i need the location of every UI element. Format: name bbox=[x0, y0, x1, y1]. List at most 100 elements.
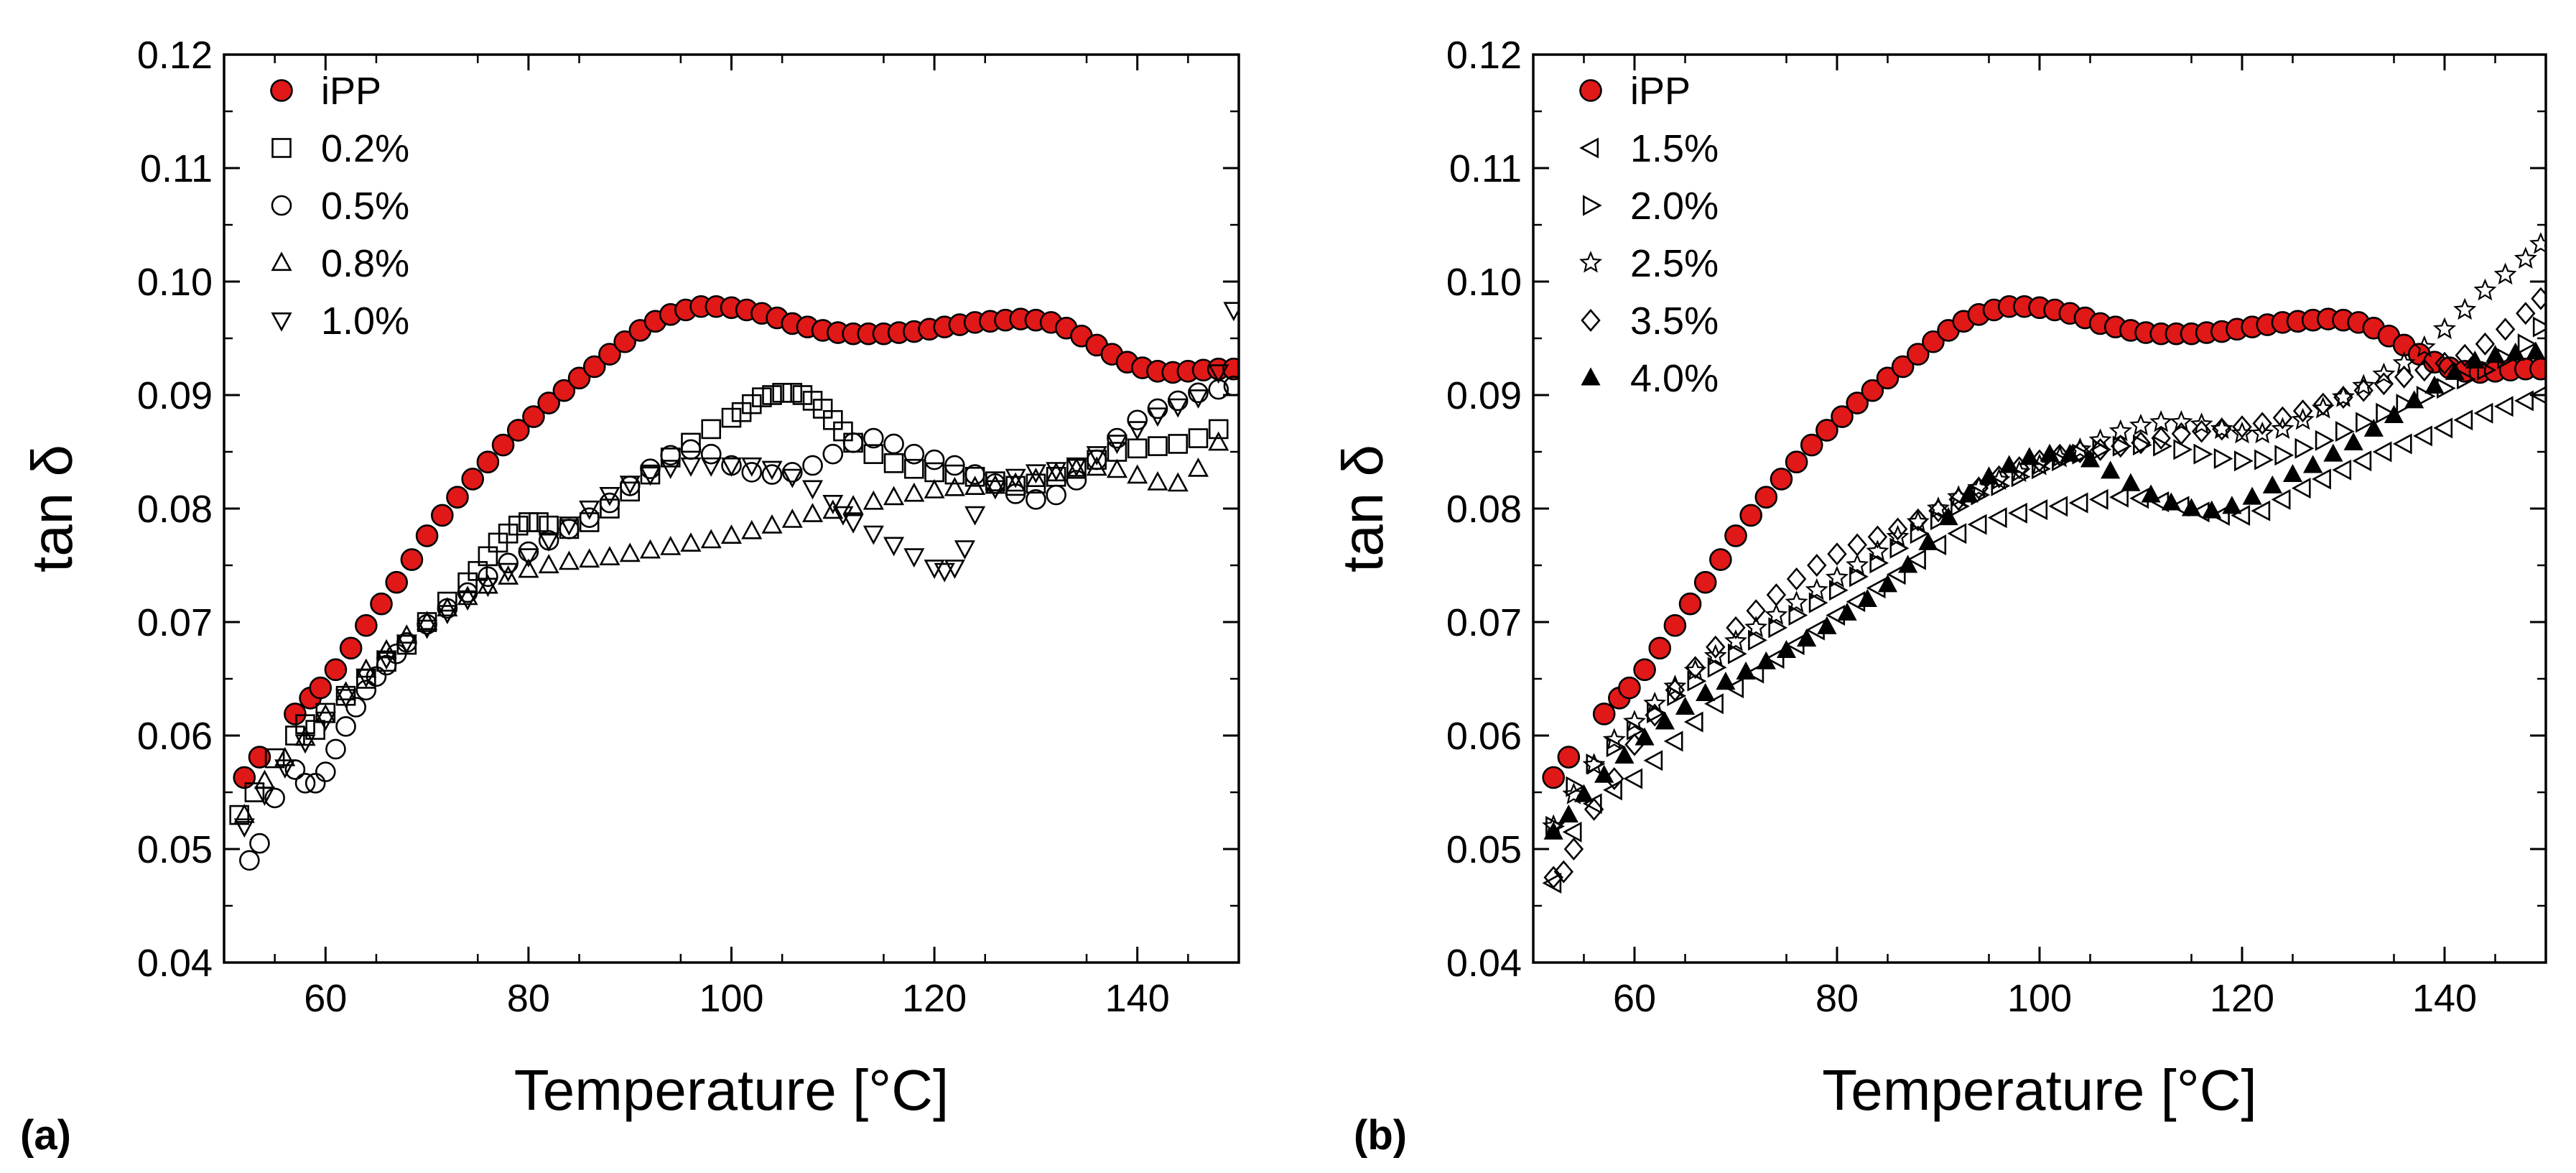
data-point bbox=[2210, 504, 2230, 526]
data-point bbox=[1187, 457, 1209, 477]
data-point bbox=[582, 355, 606, 379]
data-point bbox=[2254, 449, 2274, 470]
data-point bbox=[2352, 450, 2372, 472]
data-point bbox=[518, 558, 539, 578]
data-point bbox=[476, 450, 500, 474]
data-point bbox=[2068, 492, 2088, 514]
data-point bbox=[2363, 418, 2384, 437]
data-point bbox=[339, 636, 363, 660]
data-point bbox=[355, 613, 378, 637]
y-tick-label: 0.08 bbox=[137, 488, 213, 531]
data-point bbox=[2312, 468, 2331, 490]
data-point bbox=[2232, 415, 2252, 439]
data-point bbox=[294, 734, 316, 754]
data-point bbox=[1603, 779, 1622, 801]
data-point bbox=[2495, 317, 2516, 341]
data-point bbox=[619, 476, 641, 495]
data-point bbox=[752, 387, 772, 407]
data-point bbox=[233, 803, 255, 823]
data-point bbox=[2011, 466, 2031, 488]
data-point bbox=[2088, 428, 2112, 450]
data-point bbox=[1558, 805, 1578, 823]
data-point bbox=[2272, 406, 2293, 430]
data-point bbox=[1876, 366, 1900, 390]
series-iPP bbox=[1542, 295, 2546, 789]
data-point bbox=[2372, 362, 2396, 385]
data-point bbox=[964, 506, 986, 526]
data-point bbox=[498, 523, 519, 544]
data-point bbox=[1086, 446, 1107, 465]
data-point bbox=[1709, 548, 1732, 571]
data-point bbox=[2068, 437, 2092, 460]
data-point bbox=[254, 787, 276, 806]
data-point bbox=[741, 462, 763, 483]
data-point bbox=[1808, 592, 1828, 613]
legend-marker bbox=[271, 195, 292, 216]
data-point bbox=[1989, 465, 2009, 488]
legend-label: 1.0% bbox=[321, 300, 409, 343]
x-tick-label: 80 bbox=[1815, 977, 1859, 1020]
data-point bbox=[1766, 583, 1787, 607]
data-point bbox=[1127, 409, 1148, 431]
data-point bbox=[248, 746, 271, 769]
x-tick-label: 60 bbox=[304, 977, 347, 1020]
data-point bbox=[781, 468, 803, 488]
data-point bbox=[1869, 552, 1889, 574]
y-tick-label: 0.10 bbox=[137, 261, 213, 304]
x-tick-label: 120 bbox=[902, 977, 967, 1020]
data-point bbox=[2475, 332, 2496, 356]
data-point bbox=[1683, 711, 1703, 733]
data-point bbox=[1703, 644, 1727, 667]
data-point bbox=[335, 716, 356, 737]
data-point bbox=[2173, 439, 2193, 460]
legend-marker bbox=[270, 79, 293, 102]
data-point bbox=[1683, 659, 1707, 681]
data-point bbox=[1563, 838, 1584, 861]
data-point bbox=[2529, 232, 2546, 254]
data-point bbox=[1891, 355, 1915, 379]
data-point bbox=[1947, 523, 1967, 544]
data-point bbox=[1926, 496, 1950, 519]
data-point bbox=[599, 546, 620, 566]
data-point bbox=[2109, 486, 2129, 508]
data-point bbox=[700, 457, 722, 477]
legend: iPP 1.5% 2.0% 2.5% 3.5% 4.0% bbox=[1578, 70, 1719, 400]
data-point bbox=[1168, 434, 1189, 454]
data-point bbox=[1805, 578, 1828, 601]
legend-label: 2.0% bbox=[1630, 185, 1719, 228]
data-point bbox=[2161, 492, 2181, 511]
series-4.0% bbox=[1543, 341, 2546, 840]
y-tick-label: 0.06 bbox=[1446, 715, 1522, 758]
data-point bbox=[2465, 351, 2485, 369]
data-point bbox=[741, 457, 763, 477]
data-point bbox=[396, 624, 417, 644]
legend-marker bbox=[1579, 79, 1602, 102]
data-point bbox=[2353, 379, 2373, 402]
data-point bbox=[2242, 486, 2262, 505]
data-point bbox=[1645, 703, 1665, 727]
data-point bbox=[680, 532, 702, 552]
data-point bbox=[477, 574, 498, 594]
data-point bbox=[345, 697, 366, 718]
data-point bbox=[1663, 674, 1687, 697]
data-point bbox=[1005, 472, 1026, 492]
data-point bbox=[355, 680, 377, 701]
data-point bbox=[1800, 433, 1823, 457]
data-point bbox=[2517, 333, 2537, 355]
data-point bbox=[2493, 262, 2517, 285]
data-point bbox=[1817, 616, 1837, 634]
data-point bbox=[1958, 484, 1979, 503]
data-point bbox=[1739, 504, 1762, 527]
legend-label: 0.5% bbox=[321, 185, 409, 228]
data-point bbox=[600, 499, 620, 519]
data-point bbox=[2252, 412, 2272, 435]
data-point bbox=[355, 658, 377, 678]
data-point bbox=[1557, 746, 1581, 769]
data-point bbox=[1815, 419, 1838, 442]
data-point bbox=[1584, 797, 1604, 821]
data-point bbox=[2477, 359, 2497, 381]
data-point bbox=[415, 524, 439, 547]
data-point bbox=[903, 548, 925, 568]
data-point bbox=[761, 514, 783, 534]
